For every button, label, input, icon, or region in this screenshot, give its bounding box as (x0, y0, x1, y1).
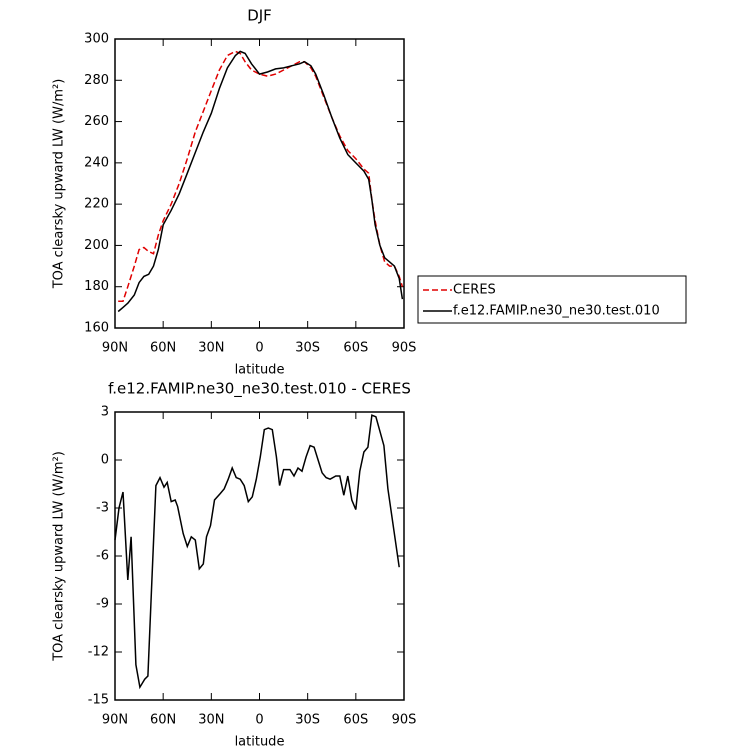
plot-frame (114, 411, 405, 701)
y-axis-label: TOA clearsky upward LW (W/m²) (52, 451, 67, 662)
data-line (118, 50, 404, 302)
x-tick-label: 0 (255, 713, 263, 728)
x-tick-label: 90S (392, 341, 417, 356)
x-axis-label: latitude (235, 363, 285, 378)
y-tick-label: -12 (88, 645, 109, 660)
x-tick-label: 0 (255, 341, 263, 356)
y-tick-label: -9 (96, 597, 109, 612)
y-tick-label: 240 (84, 155, 109, 170)
y-tick-label: 3 (101, 405, 109, 420)
x-tick-label: 90S (392, 713, 417, 728)
x-tick-label: 60N (150, 713, 176, 728)
y-tick-label: -15 (88, 693, 109, 708)
legend-box (417, 275, 687, 324)
chart-title: f.e12.FAMIP.ne30_ne30.test.010 - CERES (108, 380, 411, 399)
x-tick-label: 30S (295, 713, 320, 728)
chart-title: DJF (247, 7, 272, 25)
y-tick-label: 300 (84, 32, 109, 47)
x-tick-label: 60S (343, 713, 368, 728)
x-tick-label: 90N (102, 341, 128, 356)
plot-frame (114, 38, 405, 329)
x-tick-label: 60N (150, 341, 176, 356)
data-line (114, 414, 400, 690)
y-tick-label: 160 (84, 321, 109, 336)
legend-label: CERES (453, 283, 496, 298)
legend: CERES f.e12.FAMIP.ne30_ne30.test.010 (417, 275, 687, 324)
y-tick-label: 220 (84, 197, 109, 212)
y-tick-label: 200 (84, 238, 109, 253)
x-tick-label: 30N (198, 713, 224, 728)
data-line (117, 50, 404, 313)
y-tick-label: -6 (96, 549, 109, 564)
y-tick-label: 280 (84, 73, 109, 88)
x-tick-label: 30S (295, 341, 320, 356)
x-axis-label: latitude (235, 735, 285, 750)
x-tick-label: 30N (198, 341, 224, 356)
y-tick-label: 180 (84, 279, 109, 294)
y-tick-label: -3 (96, 501, 109, 516)
x-tick-label: 60S (343, 341, 368, 356)
y-tick-label: 0 (101, 453, 109, 468)
y-tick-label: 260 (84, 114, 109, 129)
legend-label: f.e12.FAMIP.ne30_ne30.test.010 (453, 304, 660, 319)
y-axis-label: TOA clearsky upward LW (W/m²) (52, 79, 67, 290)
x-tick-label: 90N (102, 713, 128, 728)
